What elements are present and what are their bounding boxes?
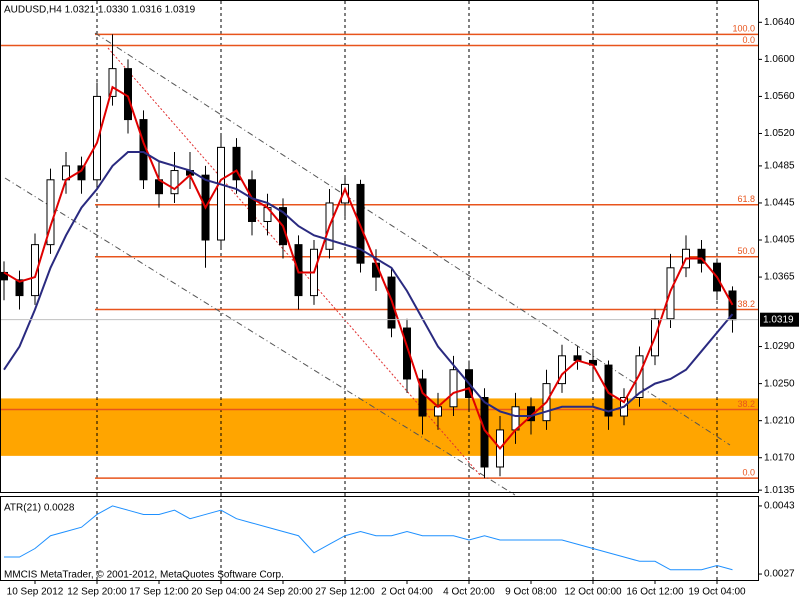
candle-body [418, 378, 427, 417]
y-tick-label: 1.0250 [764, 378, 795, 389]
atr-line [4, 505, 733, 571]
main-frame [0, 0, 759, 493]
atr-title: ATR(21) 0.0028 [4, 503, 75, 514]
footer: MMCIS MetaTrader, © 2001-2012, MetaQuote… [4, 570, 284, 581]
trend-lines [4, 32, 731, 496]
y-tick-label: 1.0640 [764, 17, 795, 28]
candle-body [46, 179, 55, 246]
x-tick-label: 2 Oct 04:00 [381, 587, 433, 598]
fib-label: 61.8 [737, 194, 755, 204]
candle-body [434, 406, 442, 417]
candle-body [31, 244, 39, 297]
y-tick-label: 1.0520 [764, 128, 795, 139]
moving-average [3, 85, 734, 451]
fib-label: 38.2 [737, 399, 755, 409]
candle-body [403, 327, 411, 380]
candle-body [108, 68, 117, 97]
x-tick-label: 16 Oct 12:00 [626, 587, 684, 598]
price-label: 1.0319 [763, 314, 794, 325]
candle-body [341, 183, 349, 204]
y-tick-label: 1.0445 [764, 198, 795, 209]
fib-zone [1, 398, 758, 456]
fib-label: 0.0 [742, 467, 755, 477]
chart-header: AUDUSD,H4 1.0321 1.0330 1.0316 1.0319 [4, 5, 196, 16]
y-tick-label: 1.0210 [764, 415, 795, 426]
candle-body [15, 279, 24, 297]
foreground-layer: AUDUSD,H4 1.0321 1.0330 1.0316 1.0319 AT… [1, 5, 799, 598]
atr-frame [0, 496, 759, 581]
y-tick-label: 1.0135 [764, 485, 795, 496]
fib-label: 50.0 [737, 246, 755, 256]
x-tick-label: 4 Oct 20:00 [443, 587, 495, 598]
price-box [760, 312, 799, 327]
candle-body [480, 397, 489, 468]
candle-body [170, 170, 179, 195]
y-tick-label: 1.0365 [764, 272, 795, 283]
y-tick-label: 1.0485 [764, 161, 795, 172]
y-tick-label: 1.0170 [764, 452, 795, 463]
x-tick-label: 20 Sep 04:00 [191, 587, 251, 598]
x-tick-label: 17 Sep 12:00 [129, 587, 189, 598]
x-tick-label: 12 Oct 00:00 [564, 587, 622, 598]
x-tick-label: 19 Oct 04:00 [688, 587, 746, 598]
candle-body [217, 146, 225, 241]
fib-label: 100.0 [732, 24, 755, 34]
candle-body [449, 369, 458, 408]
y-tick-label: 1.0405 [764, 235, 795, 246]
fib-label: 0.0 [742, 35, 755, 45]
fib-label: 38.2 [737, 299, 755, 309]
candle-body [93, 95, 101, 181]
x-tick-label: 12 Sep 20:00 [67, 587, 127, 598]
y-tick-label: 1.0290 [764, 341, 795, 352]
x-tick-label: 24 Sep 20:00 [253, 587, 313, 598]
x-tick-label: 27 Sep 12:00 [315, 587, 375, 598]
y-tick-label: 1.0560 [764, 91, 795, 102]
y-tick-label: 1.0600 [764, 54, 795, 65]
trend-line [94, 32, 731, 446]
marks-layer [0, 34, 737, 571]
y-tick-label: 0.0027 [764, 569, 795, 580]
candle-body [697, 248, 706, 264]
trend-line [4, 177, 516, 496]
candle-body [635, 355, 644, 399]
candle-body [558, 355, 566, 385]
y-tick-label: 0.0043 [764, 501, 795, 512]
candle-body [232, 146, 241, 181]
moving-average [3, 151, 734, 418]
x-tick-label: 10 Sep 2012 [7, 587, 64, 598]
candle-body [604, 364, 613, 417]
x-tick-label: 9 Oct 08:00 [505, 587, 557, 598]
